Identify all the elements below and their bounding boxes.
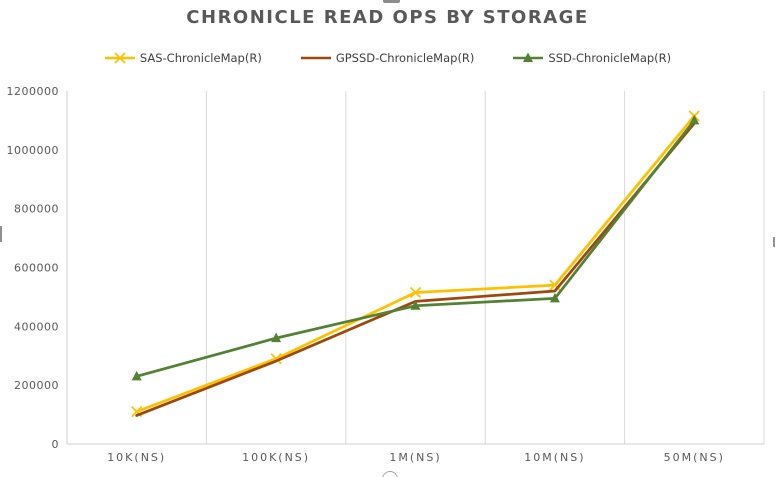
y-tick-label: 200000: [14, 379, 59, 392]
x-marker-icon: [409, 286, 422, 299]
legend-item: SAS-ChronicleMap(R): [104, 51, 262, 65]
series-line-GPSSD-ChronicleMap(R): [135, 121, 696, 417]
legend-item: SSD-ChronicleMap(R): [512, 51, 671, 65]
triangle-marker-icon: [410, 300, 421, 310]
legend-line-icon: [300, 56, 331, 60]
y-tick-label: 800000: [14, 203, 59, 216]
triangle-marker-icon: [271, 332, 282, 343]
x-tick-label: 50M(NS): [664, 451, 725, 464]
cropped-text-remnant-top: [383, 0, 400, 3]
y-tick-label: 1200000: [7, 85, 60, 98]
chart-legend: SAS-ChronicleMap(R) GPSSD-ChronicleMap(R)…: [0, 49, 775, 67]
triangle-marker-icon: [131, 370, 142, 381]
cropped-axis-title-remnant-left: [0, 226, 2, 242]
triangle-marker-icon: [549, 292, 560, 303]
y-tick-label: 600000: [14, 262, 59, 275]
legend-triangle-marker-icon: [513, 52, 544, 62]
chart-title: CHRONICLE READ OPS BY STORAGE: [186, 7, 589, 28]
y-tick-label: 1000000: [7, 144, 60, 157]
x-tick-label: 10K(NS): [107, 451, 166, 464]
legend-label: SAS-ChronicleMap(R): [139, 51, 262, 65]
triangle-marker-icon: [689, 114, 700, 125]
legend-item: GPSSD-ChronicleMap(R): [300, 51, 475, 65]
x-tick-label: 10M(NS): [524, 451, 585, 464]
cropped-element-remnant-right: [773, 237, 775, 247]
series-line-SAS-ChronicleMap(R): [135, 114, 696, 414]
legend-label: GPSSD-ChronicleMap(R): [335, 51, 475, 65]
series-line-SSD-ChronicleMap(R): [135, 119, 696, 378]
legend-x-marker-icon: [104, 52, 135, 64]
x-tick-label: 1M(NS): [389, 451, 441, 464]
legend-label: SSD-ChronicleMap(R): [548, 51, 672, 65]
y-tick-label: 400000: [14, 320, 59, 333]
y-tick-label: 0: [52, 438, 60, 451]
x-tick-label: 100K(NS): [242, 451, 310, 464]
